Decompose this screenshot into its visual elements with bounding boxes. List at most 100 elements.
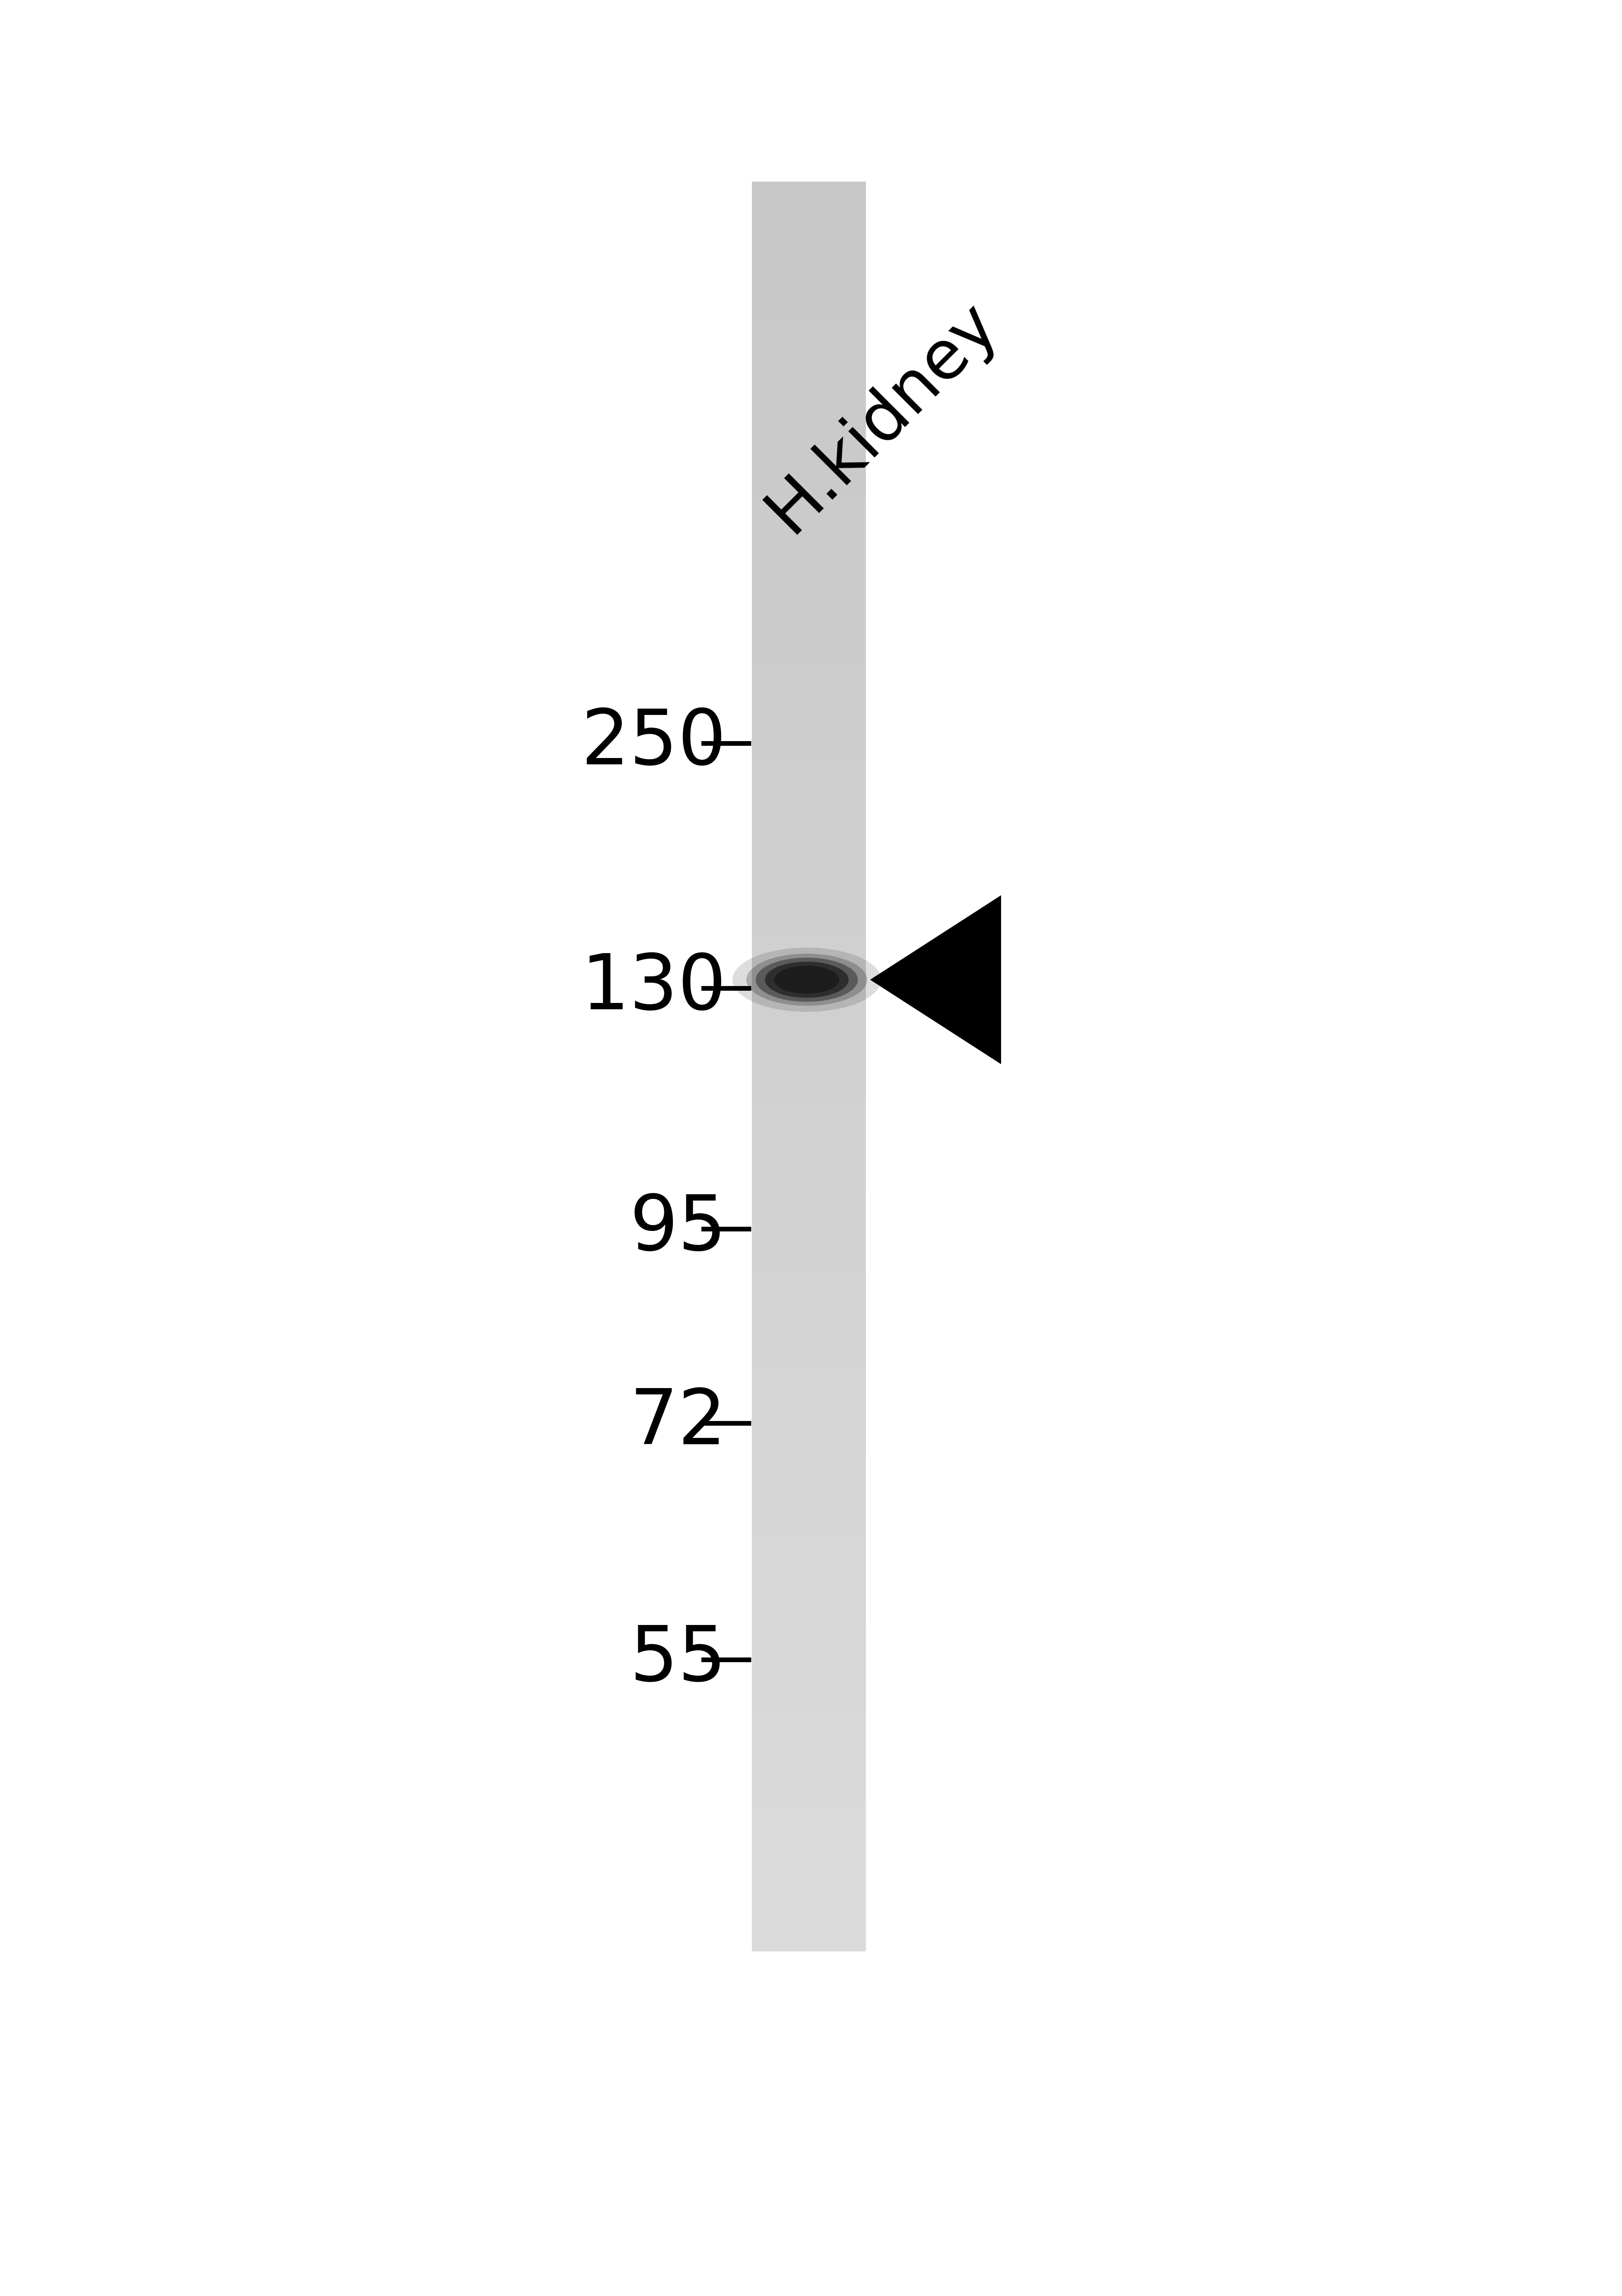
Bar (753, 810, 866, 820)
Bar (753, 996, 866, 1006)
Bar (753, 253, 866, 262)
Bar (753, 367, 866, 377)
Bar (753, 978, 866, 987)
Bar (753, 1738, 866, 1747)
Bar (753, 1844, 866, 1855)
Text: 95: 95 (629, 1192, 727, 1265)
Bar (753, 1332, 866, 1341)
Bar (753, 1065, 866, 1075)
Bar (753, 1297, 866, 1306)
Bar (753, 1490, 866, 1499)
Bar (753, 420, 866, 429)
Bar (753, 1049, 866, 1058)
Polygon shape (869, 895, 1001, 1063)
Bar (753, 1871, 866, 1880)
Bar (753, 987, 866, 996)
Bar (753, 464, 866, 473)
Bar (753, 827, 866, 836)
Bar (753, 801, 866, 810)
Text: 55: 55 (629, 1623, 727, 1697)
Bar (753, 863, 866, 872)
Bar (753, 687, 866, 696)
Bar (753, 1428, 866, 1437)
Bar (753, 1747, 866, 1756)
Bar (753, 510, 866, 519)
Bar (753, 296, 866, 305)
Bar (753, 395, 866, 404)
Bar (753, 1208, 866, 1217)
Bar (753, 765, 866, 774)
Bar (753, 1561, 866, 1570)
Bar (753, 951, 866, 960)
Bar (753, 1412, 866, 1421)
Bar (753, 1775, 866, 1784)
Bar (753, 1031, 866, 1040)
Bar (753, 1437, 866, 1446)
Bar (753, 1499, 866, 1508)
Bar (753, 1288, 866, 1297)
Bar (753, 634, 866, 643)
Bar (753, 1508, 866, 1518)
Bar (753, 1483, 866, 1492)
Bar (753, 1102, 866, 1111)
Bar (753, 544, 866, 553)
Bar (753, 1536, 866, 1545)
Bar (753, 1155, 866, 1164)
Bar (753, 696, 866, 705)
Bar (753, 1660, 866, 1669)
Bar (753, 1632, 866, 1642)
Bar (753, 1623, 866, 1632)
Bar (753, 625, 866, 634)
Text: H.kidney: H.kidney (754, 289, 1011, 544)
Bar (753, 1322, 866, 1332)
Bar (753, 1111, 866, 1120)
Bar (753, 1729, 866, 1738)
Bar (753, 1403, 866, 1412)
Bar (753, 1375, 866, 1384)
Bar (753, 358, 866, 367)
Bar (753, 845, 866, 854)
Bar (753, 209, 866, 218)
Bar (753, 482, 866, 491)
Bar (753, 1915, 866, 1924)
Bar (753, 1791, 866, 1800)
Bar (753, 218, 866, 227)
Bar (753, 1093, 866, 1102)
Bar (753, 1182, 866, 1192)
Bar (753, 349, 866, 358)
Bar (753, 448, 866, 457)
Bar (753, 606, 866, 615)
Bar (753, 1366, 866, 1375)
Bar (753, 1446, 866, 1456)
Bar (753, 1394, 866, 1403)
Bar (753, 1766, 866, 1775)
Bar (753, 429, 866, 439)
Bar (753, 1853, 866, 1862)
Bar (753, 315, 866, 324)
Bar (753, 1173, 866, 1182)
Bar (753, 473, 866, 482)
Bar (753, 1226, 866, 1235)
Bar (753, 1694, 866, 1704)
Bar (753, 1146, 866, 1155)
Bar (753, 1685, 866, 1694)
Bar (753, 377, 866, 386)
Bar (753, 1722, 866, 1731)
Bar (753, 340, 866, 349)
Bar (753, 1384, 866, 1394)
Bar (753, 783, 866, 792)
Bar (753, 1614, 866, 1623)
Bar (753, 916, 866, 925)
Bar (753, 1465, 866, 1474)
Bar (753, 1304, 866, 1313)
Ellipse shape (733, 948, 881, 1013)
Bar (753, 1837, 866, 1846)
Bar (753, 1261, 866, 1270)
Bar (753, 439, 866, 448)
Bar (753, 739, 866, 748)
Bar (753, 1906, 866, 1917)
Bar (753, 748, 866, 758)
Bar (753, 1084, 866, 1093)
Bar (753, 703, 866, 712)
Bar (753, 615, 866, 625)
